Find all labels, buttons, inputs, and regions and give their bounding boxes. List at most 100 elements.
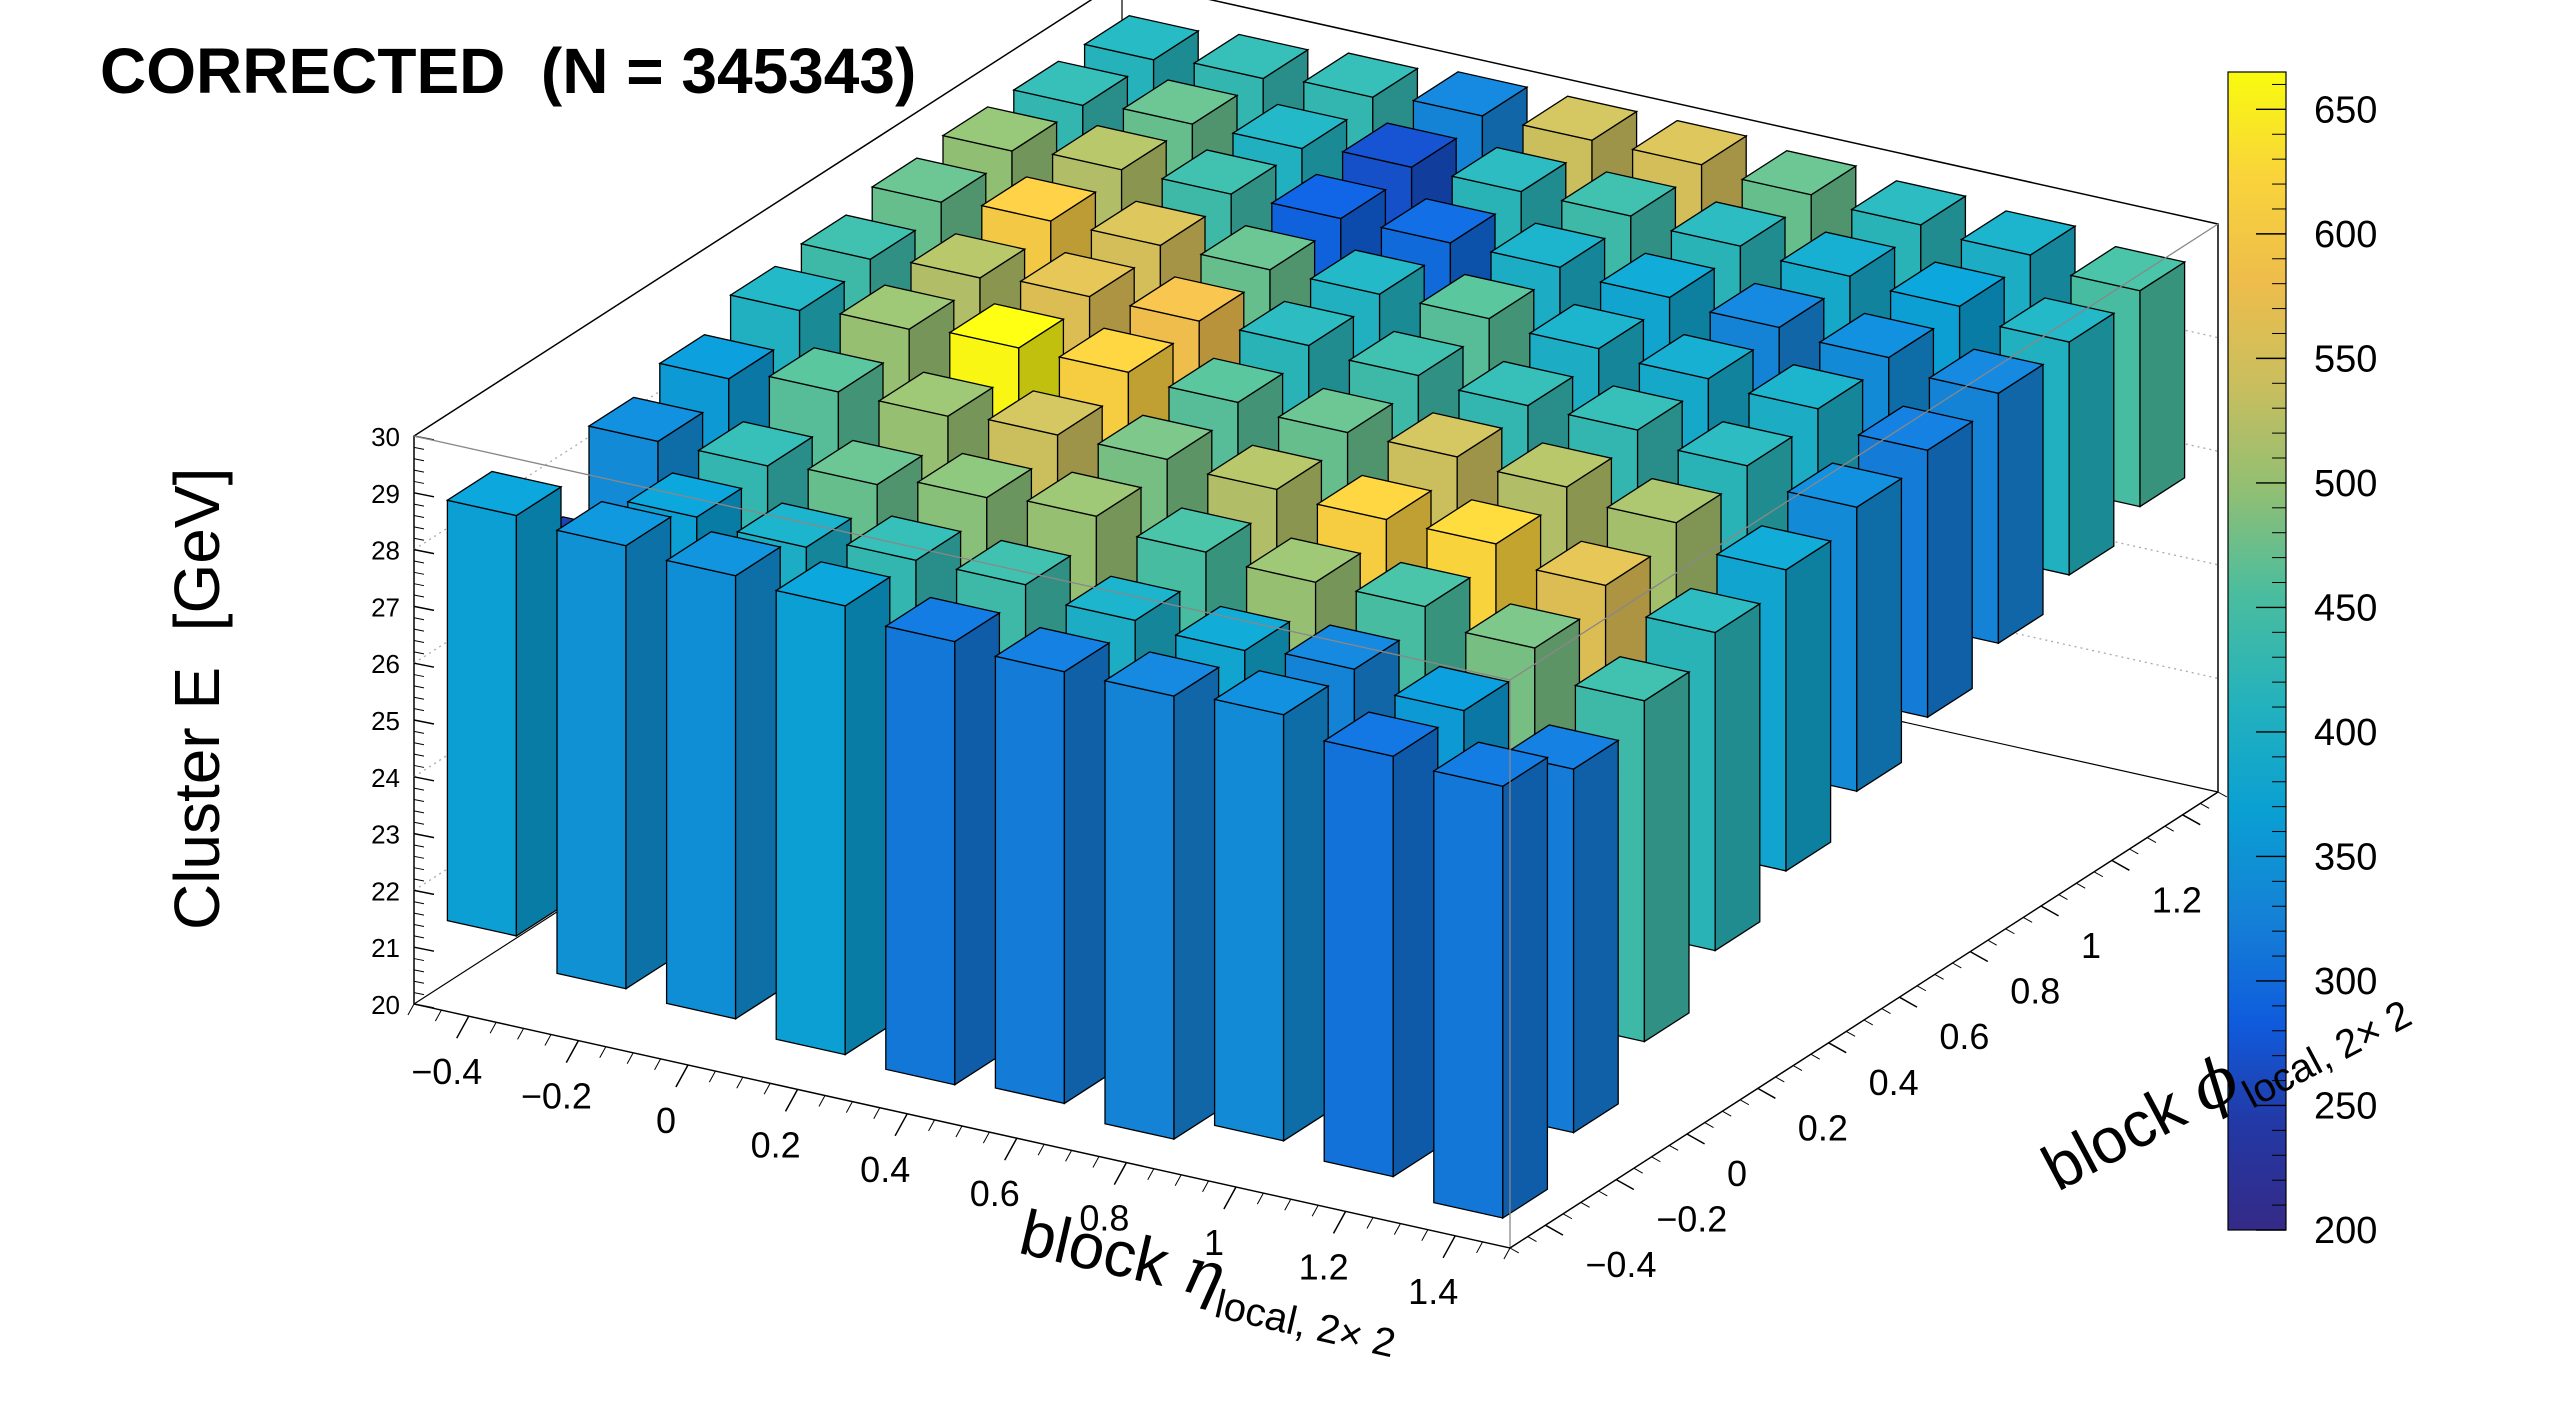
x-tick-mark [1442,1235,1456,1259]
x-minor-tick [654,1058,662,1071]
y-tick-label: 0.6 [1939,1016,1989,1057]
bar-side-face [2139,260,2186,508]
y-minor-tick [1775,1076,1785,1083]
x-minor-tick [845,1101,853,1113]
bar-top-face [1959,210,2077,256]
bar-top-face [980,176,1098,222]
y-tick-mark [2040,905,2059,917]
bar-top-face [1927,348,2045,394]
z-minor-tick [413,571,425,575]
x-minor-tick [708,1070,716,1083]
bar-top-face [1521,95,1639,141]
x-tick-mark [565,1040,580,1063]
y-minor-tick [1722,1110,1732,1117]
bar-top-face [587,396,705,443]
bar-top-face [1818,312,1936,359]
z-tick-label: 26 [371,649,400,679]
bar-top-face [555,500,673,547]
bar-top-face [1089,200,1207,247]
x-minor-tick [1037,1144,1045,1156]
colorbar-tick-label: 450 [2314,587,2377,629]
z-minor-tick [413,685,425,689]
x-tick-mark [1004,1137,1018,1161]
z-tick-label: 21 [371,933,400,963]
z-tick-mark [413,719,435,725]
x-axis: −0.4 −0.2 0 0.2 0.4 0.6 0.8 1 1.2 1.4 [407,1003,1511,1312]
x-tick-label: 0 [656,1100,676,1141]
y-tick-mark [1757,1087,1776,1099]
y-axis: −0.4−0.20 0.2 0.4 0.6 0.8 1 1.2 [1509,791,2228,1285]
bar-top-face [799,214,917,260]
bar-top-face [1888,261,2006,307]
bar-front-face [556,529,627,990]
bar-top-face [626,472,744,518]
bar [1103,651,1221,1141]
y-minor-tick [1934,973,1944,980]
bar-side-face [1392,726,1439,1178]
colorbar-tick-label: 650 [2314,89,2377,131]
bar-top-face [1206,444,1324,491]
z-minor-tick [413,526,425,530]
y-minor-tick [1863,1019,1874,1026]
y-tick-label: 0 [1727,1153,1747,1194]
z-tick-label: 25 [371,706,400,736]
x-minor-tick [626,1052,634,1065]
bar [884,596,1002,1086]
bar-top-face [1315,474,1433,521]
y-tick-label: 1 [2081,925,2101,966]
y-minor-tick [1792,1065,1803,1071]
y-minor-tick [1651,1156,1661,1163]
bar-top-face [909,233,1027,279]
bar-front-face [1213,698,1285,1142]
y-minor-tick [1881,1008,1891,1014]
bar [664,531,782,1020]
x-minor-tick [1092,1156,1100,1168]
y-minor-tick [1916,985,1927,992]
x-minor-tick [928,1119,936,1132]
z-tick-mark [413,492,435,498]
bar-top-face [1676,421,1794,467]
x-minor-tick [1503,1247,1511,1260]
y-tick-mark [1615,1178,1635,1191]
z-tick-mark [413,776,435,782]
x-minor-tick [818,1095,826,1107]
bar-top-face [941,106,1059,152]
bar-side-face [515,485,562,938]
z-axis-title: Cluster E [GeV] [161,467,233,930]
y-tick-mark [2182,814,2201,826]
bar-top-face [664,531,782,577]
bar-top-face [1354,561,1472,608]
bar-front-face [1104,679,1175,1140]
x-tick-label: 1.2 [1299,1246,1349,1287]
bar-top-face [1489,222,1607,268]
y-tick-mark [1686,1133,1705,1145]
bar [993,626,1111,1105]
x-minor-tick [1476,1241,1484,1254]
z-minor-tick [413,469,425,473]
y-tick-label: −0.4 [1585,1244,1656,1285]
colorbar-tick-label: 300 [2314,961,2377,1003]
bar-top-face [774,561,892,607]
bar-top-face [1174,605,1292,652]
x-tick-label: 0.8 [1079,1198,1129,1239]
z-minor-tick [413,753,425,757]
bar-top-face [1669,201,1787,247]
bar-top-face [1605,477,1723,524]
z-tick-label: 29 [371,479,400,509]
bar-side-face [1997,363,2044,645]
y-tick-mark [1545,1224,1564,1236]
bar [1432,741,1550,1220]
bar-top-face [1457,360,1575,407]
z-minor-tick [413,651,425,655]
bar-top-face [948,303,1066,349]
bar-top-face [1302,52,1420,98]
bar-top-face [1199,225,1317,271]
colorbar-tick-label: 350 [2314,836,2377,878]
z-minor-tick [413,730,425,734]
bar-top-face [1786,462,1904,508]
z-tick-label: 20 [371,990,400,1020]
bar-top-face [1432,741,1550,787]
bar-top-face [884,596,1002,643]
y-minor-tick [2164,825,2174,832]
x-minor-tick [1366,1217,1374,1229]
